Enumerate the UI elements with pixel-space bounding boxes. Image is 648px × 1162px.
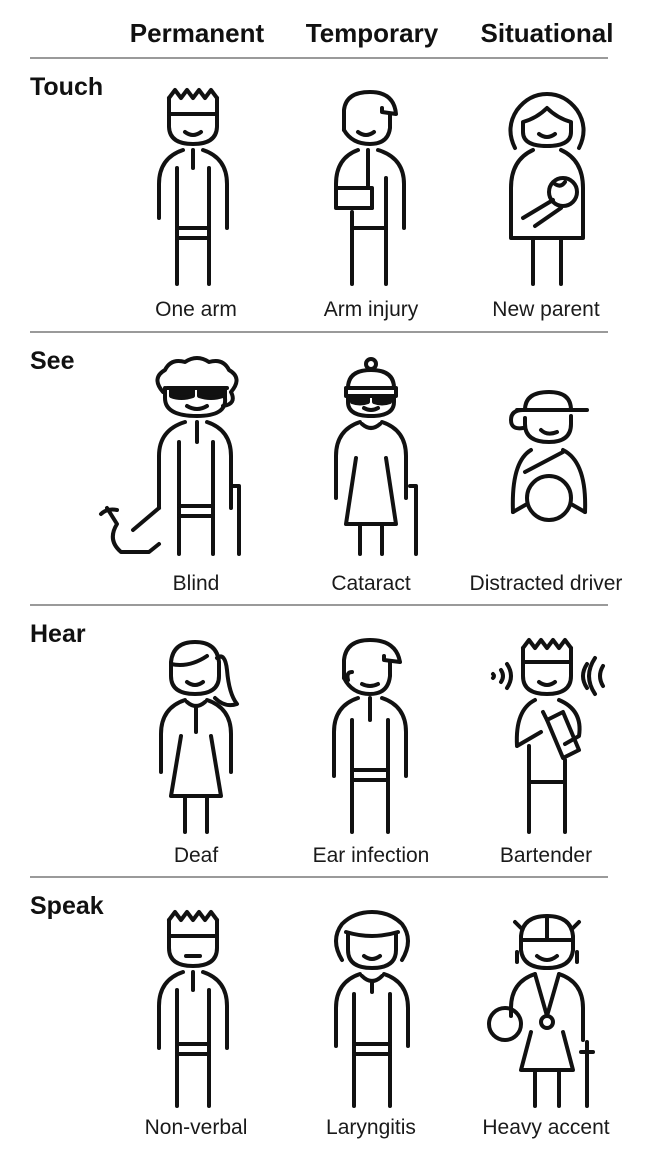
- laryngitis-figure-icon: [312, 910, 432, 1125]
- row-label-touch: Touch: [30, 73, 103, 102]
- arm-injury-figure-icon: [312, 88, 432, 303]
- caption-deaf: Deaf: [101, 844, 291, 868]
- caption-arm-injury: Arm injury: [276, 298, 466, 322]
- row-divider-3: [30, 876, 608, 878]
- cataract-figure-icon: [312, 358, 432, 573]
- one-arm-figure-icon: [137, 88, 257, 303]
- row-label-see: See: [30, 347, 74, 376]
- caption-laryngitis: Laryngitis: [276, 1116, 466, 1140]
- caption-new-parent: New parent: [451, 298, 641, 322]
- caption-distracted-driver: Distracted driver: [451, 572, 641, 596]
- row-divider-2: [30, 604, 608, 606]
- bartender-figure-icon: [487, 636, 607, 851]
- caption-cataract: Cataract: [276, 572, 466, 596]
- caption-blind: Blind: [101, 572, 291, 596]
- caption-non-verbal: Non-verbal: [101, 1116, 291, 1140]
- column-header-permanent: Permanent: [112, 18, 282, 49]
- blind-figure-icon: [137, 358, 257, 573]
- header-divider: [30, 57, 608, 59]
- row-label-hear: Hear: [30, 620, 86, 649]
- distracted-driver-figure-icon: [487, 388, 607, 603]
- caption-ear-infection: Ear infection: [276, 844, 466, 868]
- caption-heavy-accent: Heavy accent: [451, 1116, 641, 1140]
- deaf-figure-icon: [137, 636, 257, 851]
- column-header-temporary: Temporary: [287, 18, 457, 49]
- column-header-situational: Situational: [462, 18, 632, 49]
- caption-one-arm: One arm: [101, 298, 291, 322]
- row-label-speak: Speak: [30, 892, 104, 921]
- caption-bartender: Bartender: [451, 844, 641, 868]
- row-divider-1: [30, 331, 608, 333]
- heavy-accent-figure-icon: [487, 910, 607, 1125]
- ear-infection-figure-icon: [312, 636, 432, 851]
- new-parent-figure-icon: [487, 88, 607, 303]
- non-verbal-figure-icon: [137, 910, 257, 1125]
